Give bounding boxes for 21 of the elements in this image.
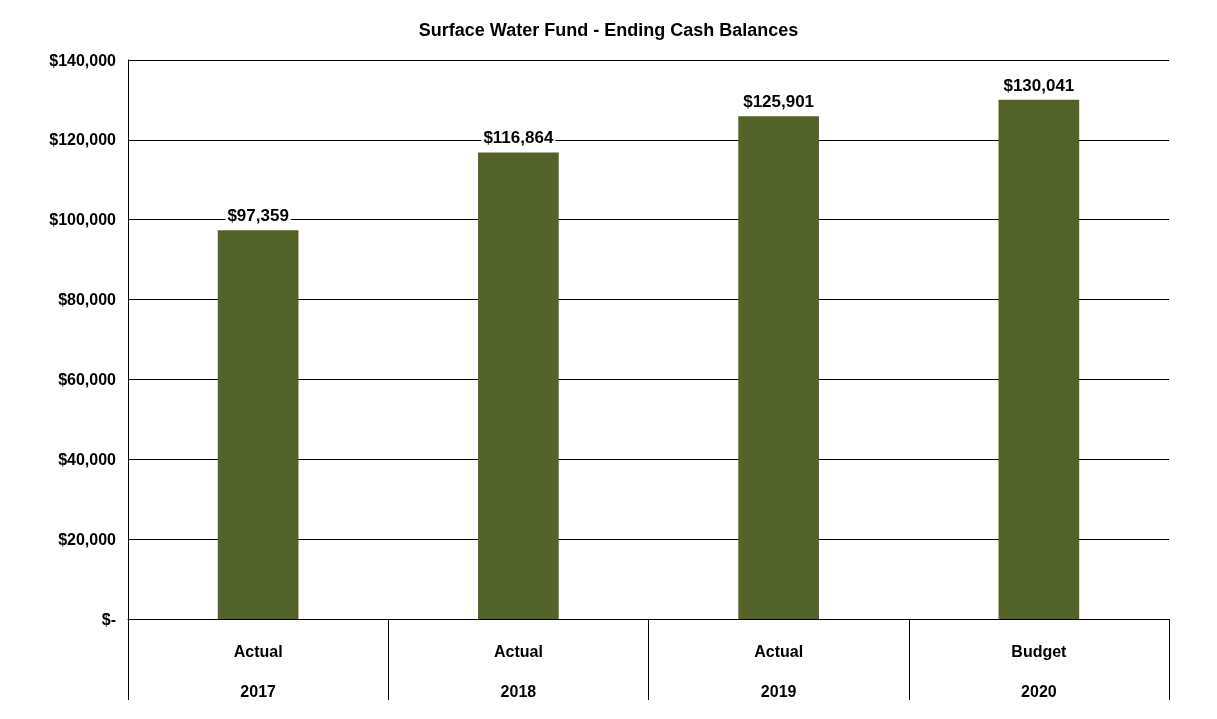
chart-title: Surface Water Fund - Ending Cash Balances [418,20,799,40]
data-label: $130,041 [1003,75,1075,95]
bar [998,99,1080,619]
bar [738,116,819,619]
y-tick-label: $- [101,610,116,628]
category-label: Actual 2019 [754,642,804,700]
category-label: Actual 2018 [493,642,543,700]
y-tick-label: $80,000 [58,291,117,309]
y-tick-label: $140,000 [49,51,117,69]
category-label: Budget 2020 [1011,642,1067,700]
y-tick-label: $20,000 [58,530,117,548]
y-tick-label: $120,000 [49,131,117,149]
data-label: $97,359 [227,206,289,226]
data-label: $125,901 [743,92,815,112]
y-tick-label: $40,000 [58,450,117,468]
data-label: $116,864 [483,128,554,148]
bar [478,152,559,619]
y-tick-label: $100,000 [49,211,117,229]
bar [217,230,299,619]
y-tick-label: $60,000 [58,370,117,388]
category-label: Actual 2017 [233,642,283,700]
